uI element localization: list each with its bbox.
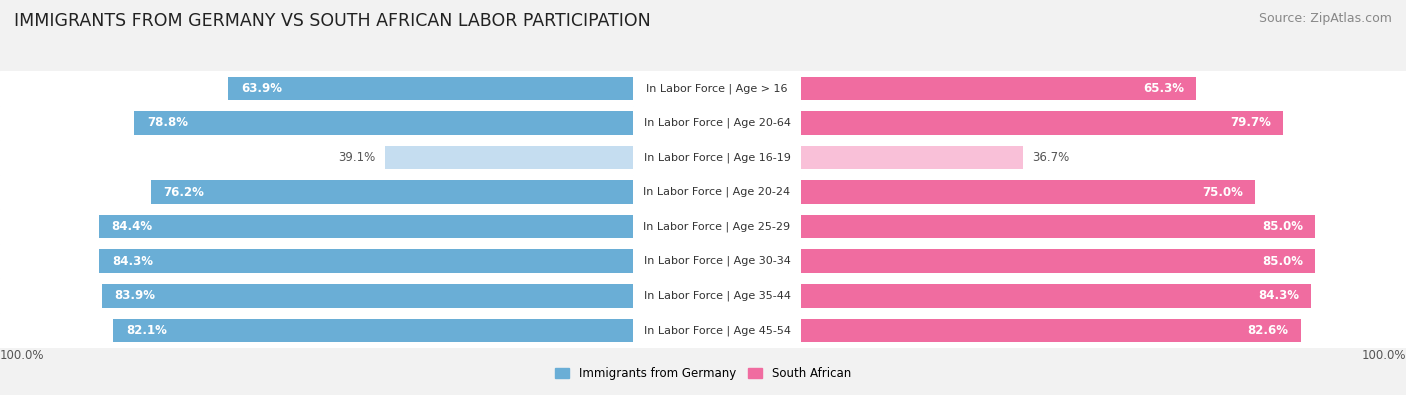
Bar (801, 284, 1310, 307)
Text: 85.0%: 85.0% (1263, 255, 1303, 268)
Text: 79.7%: 79.7% (1230, 117, 1271, 130)
Bar (228, 77, 633, 100)
Text: In Labor Force | Age 35-44: In Labor Force | Age 35-44 (644, 290, 790, 301)
Bar (0, 71, 633, 106)
Bar (801, 244, 1406, 278)
Bar (114, 318, 633, 342)
Bar (633, 140, 801, 175)
Text: 84.3%: 84.3% (1258, 289, 1299, 302)
Bar (801, 175, 1406, 209)
Bar (150, 180, 633, 204)
Text: In Labor Force | Age 30-34: In Labor Force | Age 30-34 (644, 256, 790, 267)
Text: 75.0%: 75.0% (1202, 186, 1243, 199)
Bar (633, 71, 801, 106)
Bar (134, 111, 633, 135)
Bar (101, 284, 633, 307)
Bar (801, 71, 1406, 106)
Text: Source: ZipAtlas.com: Source: ZipAtlas.com (1258, 12, 1392, 25)
Text: 65.3%: 65.3% (1143, 82, 1184, 95)
Text: 39.1%: 39.1% (339, 151, 375, 164)
Bar (0, 313, 633, 348)
Bar (633, 209, 801, 244)
Text: 83.9%: 83.9% (114, 289, 156, 302)
Bar (801, 77, 1197, 100)
Bar (385, 146, 633, 169)
Text: 78.8%: 78.8% (146, 117, 188, 130)
Bar (801, 278, 1406, 313)
Bar (801, 313, 1406, 348)
Text: IMMIGRANTS FROM GERMANY VS SOUTH AFRICAN LABOR PARTICIPATION: IMMIGRANTS FROM GERMANY VS SOUTH AFRICAN… (14, 12, 651, 30)
Text: In Labor Force | Age 16-19: In Labor Force | Age 16-19 (644, 152, 790, 163)
Bar (633, 175, 801, 209)
Bar (801, 106, 1406, 140)
Bar (633, 278, 801, 313)
Bar (633, 313, 801, 348)
Text: In Labor Force | Age > 16: In Labor Force | Age > 16 (647, 83, 787, 94)
Bar (801, 209, 1406, 244)
Bar (0, 175, 633, 209)
Bar (98, 215, 633, 238)
Bar (0, 244, 633, 278)
Bar (0, 140, 633, 175)
Bar (801, 180, 1256, 204)
Bar (801, 318, 1301, 342)
Text: 36.7%: 36.7% (1032, 151, 1070, 164)
Text: 84.3%: 84.3% (112, 255, 153, 268)
Text: In Labor Force | Age 20-64: In Labor Force | Age 20-64 (644, 118, 790, 128)
Text: In Labor Force | Age 45-54: In Labor Force | Age 45-54 (644, 325, 790, 336)
Bar (801, 215, 1316, 238)
Legend: Immigrants from Germany, South African: Immigrants from Germany, South African (551, 363, 855, 385)
Bar (633, 106, 801, 140)
Text: 100.0%: 100.0% (0, 349, 45, 362)
Text: In Labor Force | Age 25-29: In Labor Force | Age 25-29 (644, 221, 790, 232)
Bar (801, 250, 1316, 273)
Bar (100, 250, 633, 273)
Text: 84.4%: 84.4% (111, 220, 152, 233)
Text: 85.0%: 85.0% (1263, 220, 1303, 233)
Text: 76.2%: 76.2% (163, 186, 204, 199)
Bar (0, 209, 633, 244)
Text: In Labor Force | Age 20-24: In Labor Force | Age 20-24 (644, 187, 790, 198)
Bar (801, 140, 1406, 175)
Bar (633, 244, 801, 278)
Text: 82.6%: 82.6% (1247, 324, 1289, 337)
Text: 100.0%: 100.0% (1361, 349, 1406, 362)
Bar (0, 278, 633, 313)
Bar (801, 146, 1024, 169)
Text: 82.1%: 82.1% (127, 324, 167, 337)
Bar (0, 106, 633, 140)
Text: 63.9%: 63.9% (240, 82, 283, 95)
Bar (801, 111, 1284, 135)
